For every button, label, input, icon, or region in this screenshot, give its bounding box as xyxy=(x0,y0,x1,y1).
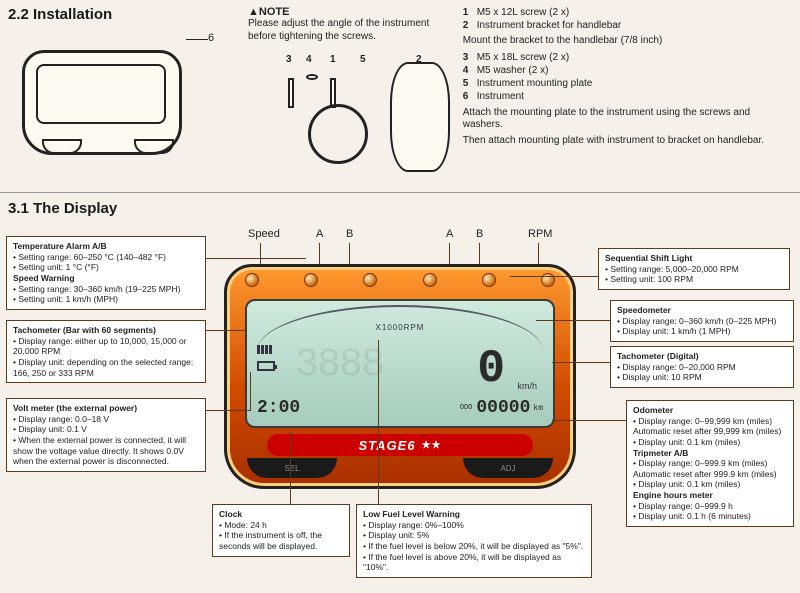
callout-odo-trip-hours: Odometer Display range: 0–99,999 km (mil… xyxy=(626,400,794,527)
section-divider xyxy=(0,192,800,193)
diagram-label-4: 4 xyxy=(306,54,312,65)
label-b2: B xyxy=(476,228,483,240)
callout-temp-speed-warning: Temperature Alarm A/B Setting range: 60–… xyxy=(6,236,206,310)
callout-tach-digital: Tachometer (Digital) Display range: 0–20… xyxy=(610,346,794,388)
lcd-screen: X1000RPM 3888 0 km/h 2:00 ODO 00000 km xyxy=(245,299,555,428)
diagram-label-1: 1 xyxy=(330,54,336,65)
adj-button[interactable]: ADJ xyxy=(463,458,553,478)
attach-instruction-2: Then attach mounting plate with instrume… xyxy=(463,135,792,148)
ghost-digits: 3888 xyxy=(295,343,383,388)
install-left: 2.2 Installation 6 ▲NOTE Please adjust t… xyxy=(8,6,400,23)
attach-instruction-1: Attach the mounting plate to the instrum… xyxy=(463,107,792,132)
fuel-bars xyxy=(257,345,272,354)
brand-stars: ★★ xyxy=(422,440,442,451)
label-rpm: RPM xyxy=(528,228,552,240)
led-shift-b xyxy=(482,273,496,287)
led-temp-b xyxy=(363,273,377,287)
installation-section: 2.2 Installation 6 ▲NOTE Please adjust t… xyxy=(8,6,792,191)
callout-clock: Clock Mode: 24 hIf the instrument is off… xyxy=(212,504,350,557)
speed-unit: km/h xyxy=(517,381,537,391)
sel-button[interactable]: SEL xyxy=(247,458,337,478)
led-shift-a xyxy=(423,273,437,287)
odo-unit: km xyxy=(533,404,543,413)
led-temp-a xyxy=(304,273,318,287)
callout-voltmeter: Volt meter (the external power) Display … xyxy=(6,398,206,472)
label-a2: A xyxy=(446,228,453,240)
label-a1: A xyxy=(316,228,323,240)
clock-value: 2:00 xyxy=(257,398,300,418)
tach-scale-label: X1000RPM xyxy=(247,323,553,332)
label-b1: B xyxy=(346,228,353,240)
diagram-label-5: 5 xyxy=(360,54,366,65)
note-body: Please adjust the angle of the instrumen… xyxy=(248,18,458,43)
instrument-outline-diagram xyxy=(8,40,208,170)
note-title: ▲NOTE xyxy=(248,6,458,18)
callout-tach-bar: Tachometer (Bar with 60 segments) Displa… xyxy=(6,320,206,383)
odo-label: ODO xyxy=(460,404,473,412)
led-speed xyxy=(245,273,259,287)
callout-shift-light: Sequential Shift Light Setting range: 5,… xyxy=(598,248,790,290)
odo-value: 00000 xyxy=(476,398,530,418)
parts-list: 1M5 x 12L screw (2 x) 2Instrument bracke… xyxy=(463,6,792,147)
hardware-diagram: 3 4 1 5 2 xyxy=(270,52,450,187)
callout-low-fuel: Low Fuel Level Warning Display range: 0%… xyxy=(356,504,592,578)
mount-instruction: Mount the bracket to the handlebar (7/8 … xyxy=(463,35,792,48)
speed-digit: 0 xyxy=(477,343,503,395)
battery-icon xyxy=(257,361,275,371)
diagram-label-3: 3 xyxy=(286,54,292,65)
instrument-cluster: X1000RPM 3888 0 km/h 2:00 ODO 00000 km S… xyxy=(224,264,576,489)
brand-bar: STAGE6 ★★ xyxy=(267,434,533,456)
display-title: 3.1 The Display xyxy=(8,200,117,217)
callout-speedometer: Speedometer Display range: 0–360 km/h (0… xyxy=(610,300,794,342)
label-speed: Speed xyxy=(248,228,280,240)
diagram-label-6: 6 xyxy=(208,32,214,44)
